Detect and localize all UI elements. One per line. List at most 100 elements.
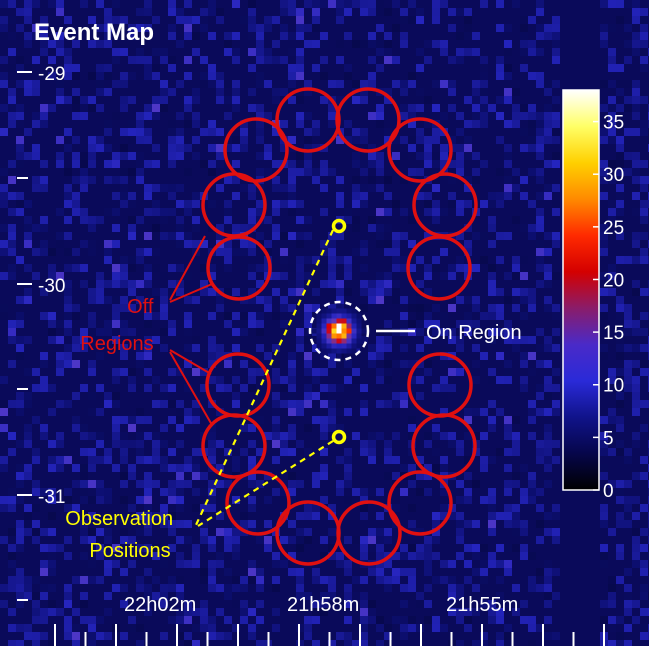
noise-pixel <box>360 280 368 288</box>
noise-pixel <box>400 400 408 408</box>
noise-pixel <box>536 536 544 544</box>
noise-pixel <box>464 432 472 440</box>
noise-pixel <box>496 312 504 320</box>
noise-pixel <box>360 400 368 408</box>
noise-pixel <box>432 520 440 528</box>
noise-pixel <box>376 488 384 496</box>
source-pixel <box>341 348 347 354</box>
noise-pixel <box>160 216 168 224</box>
noise-pixel <box>376 560 384 568</box>
noise-pixel <box>208 312 216 320</box>
noise-pixel <box>0 16 8 24</box>
noise-pixel <box>496 632 504 640</box>
noise-pixel <box>256 24 264 32</box>
noise-pixel <box>160 304 168 312</box>
noise-pixel <box>544 344 552 352</box>
noise-pixel <box>184 608 192 616</box>
noise-pixel <box>344 448 352 456</box>
noise-pixel <box>88 40 96 48</box>
noise-pixel <box>8 88 16 96</box>
noise-pixel <box>224 208 232 216</box>
noise-pixel <box>432 552 440 560</box>
noise-pixel <box>504 328 512 336</box>
noise-pixel <box>216 472 224 480</box>
noise-pixel <box>248 600 256 608</box>
noise-pixel <box>256 120 264 128</box>
y-axis: -29 -30 -31 <box>17 64 65 601</box>
noise-pixel <box>0 128 8 136</box>
noise-pixel <box>440 248 448 256</box>
off-pointer-3 <box>169 349 212 375</box>
noise-pixel <box>256 368 264 376</box>
noise-pixel <box>144 608 152 616</box>
noise-pixel <box>368 32 376 40</box>
noise-pixel <box>224 312 232 320</box>
noise-pixel <box>296 576 304 584</box>
noise-pixel <box>56 360 64 368</box>
noise-pixel <box>296 96 304 104</box>
noise-pixel <box>464 544 472 552</box>
noise-pixel <box>312 24 320 32</box>
noise-pixel <box>528 408 536 416</box>
noise-pixel <box>128 384 136 392</box>
noise-pixel <box>184 120 192 128</box>
noise-pixel <box>208 496 216 504</box>
noise-pixel <box>552 152 560 160</box>
source-pixel <box>351 308 357 314</box>
noise-pixel <box>536 48 544 56</box>
noise-pixel <box>176 240 184 248</box>
noise-pixel <box>640 8 648 16</box>
noise-pixel <box>360 8 368 16</box>
noise-pixel <box>224 200 232 208</box>
noise-pixel <box>56 544 64 552</box>
noise-pixel <box>640 216 648 224</box>
noise-pixel <box>632 496 640 504</box>
noise-pixel <box>72 152 80 160</box>
noise-pixel <box>112 312 120 320</box>
noise-pixel <box>216 144 224 152</box>
noise-pixel <box>360 336 368 344</box>
noise-pixel <box>320 424 328 432</box>
noise-pixel <box>144 352 152 360</box>
noise-pixel <box>384 288 392 296</box>
noise-pixel <box>376 496 384 504</box>
noise-pixel <box>120 344 128 352</box>
noise-pixel <box>104 496 112 504</box>
observation-label-line-1: Observation <box>65 508 173 530</box>
noise-pixel <box>528 296 536 304</box>
noise-pixel <box>352 248 360 256</box>
noise-pixel <box>296 336 304 344</box>
noise-pixel <box>8 160 16 168</box>
noise-pixel <box>32 248 40 256</box>
noise-pixel <box>216 232 224 240</box>
noise-pixel <box>184 616 192 624</box>
noise-pixel <box>256 40 264 48</box>
noise-pixel <box>496 168 504 176</box>
noise-pixel <box>616 232 624 240</box>
noise-pixel <box>16 536 24 544</box>
noise-pixel <box>144 0 152 8</box>
noise-pixel <box>0 408 8 416</box>
noise-pixel <box>72 424 80 432</box>
noise-pixel <box>256 136 264 144</box>
noise-pixel <box>464 624 472 632</box>
noise-pixel <box>488 416 496 424</box>
noise-pixel <box>512 104 520 112</box>
noise-pixel <box>544 560 552 568</box>
noise-pixel <box>504 560 512 568</box>
noise-pixel <box>424 472 432 480</box>
noise-pixel <box>360 408 368 416</box>
noise-pixel <box>368 456 376 464</box>
noise-pixel <box>64 600 72 608</box>
noise-pixel <box>168 320 176 328</box>
noise-pixel <box>72 624 80 632</box>
noise-pixel <box>552 272 560 280</box>
noise-pixel <box>144 456 152 464</box>
noise-pixel <box>72 576 80 584</box>
noise-pixel <box>32 112 40 120</box>
source-pixel <box>356 318 362 324</box>
noise-pixel <box>16 520 24 528</box>
noise-pixel <box>536 176 544 184</box>
noise-pixel <box>288 264 296 272</box>
noise-pixel <box>88 16 96 24</box>
